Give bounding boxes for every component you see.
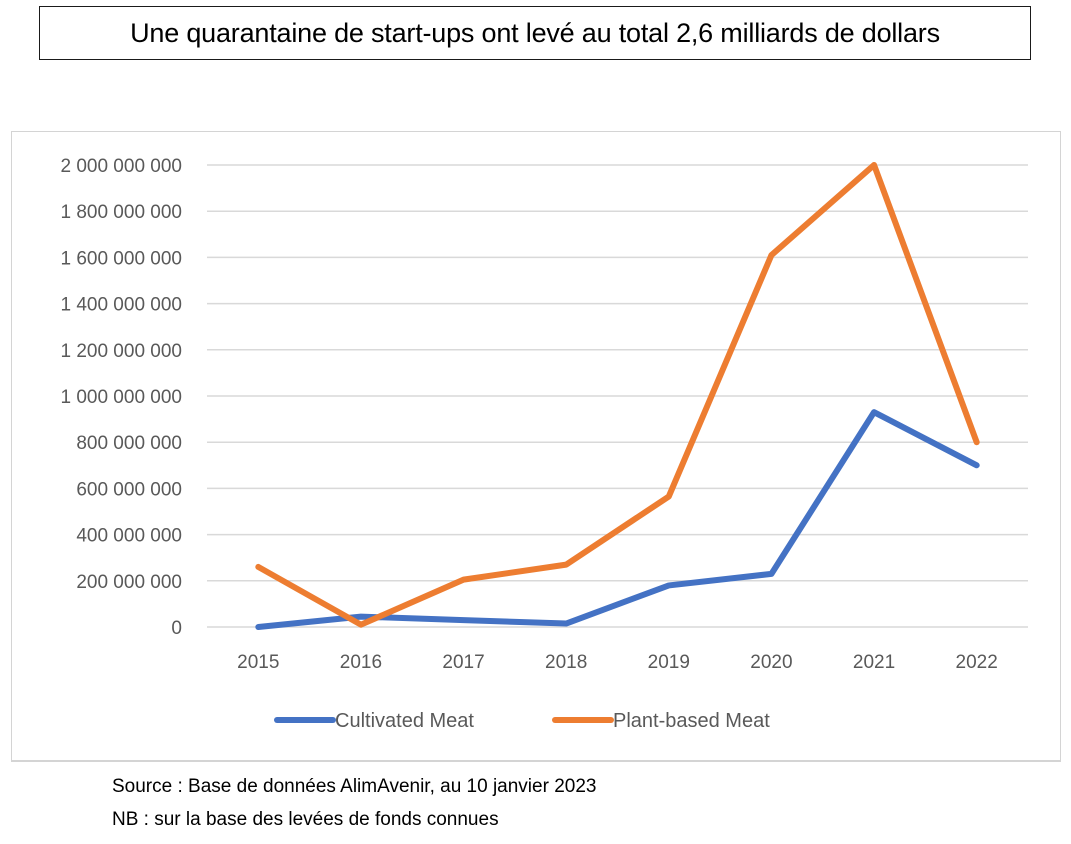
y-tick-label: 1 400 000 000 — [60, 295, 182, 316]
y-axis-tick-labels: 0 200 000 000 400 000 000 600 000 000 800 00… — [60, 156, 182, 639]
x-tick-label: 2015 — [237, 652, 279, 673]
y-tick-label: 1 800 000 000 — [60, 202, 182, 223]
x-tick-label: 2020 — [750, 652, 792, 673]
x-tick-label: 2021 — [853, 652, 895, 673]
y-tick-label: 0 — [171, 618, 182, 639]
series-lines — [255, 162, 980, 630]
gridlines — [207, 164, 1028, 628]
y-tick-label: 800 000 000 — [76, 433, 182, 454]
legend-label: Plant-based Meat — [613, 710, 770, 732]
legend: Cultivated Meat Plant-based Meat — [274, 710, 770, 732]
chart-headline: Une quarantaine de start-ups ont levé au… — [39, 6, 1031, 60]
x-tick-label: 2018 — [545, 652, 587, 673]
source-note: Source : Base de données AlimAvenir, au … — [112, 776, 597, 797]
y-tick-label: 2 000 000 000 — [60, 156, 182, 177]
legend-label: Cultivated Meat — [335, 710, 474, 732]
series-line-cultivated-meat — [255, 409, 980, 630]
x-tick-label: 2019 — [648, 652, 690, 673]
y-tick-label: 1 200 000 000 — [60, 341, 182, 362]
y-tick-label: 200 000 000 — [76, 572, 182, 593]
y-tick-label: 400 000 000 — [76, 526, 182, 547]
y-tick-label: 1 000 000 000 — [60, 387, 182, 408]
nb-note: NB : sur la base des levées de fonds con… — [112, 809, 499, 830]
series-line-plant-based-meat — [255, 162, 980, 628]
y-tick-label: 600 000 000 — [76, 479, 182, 500]
y-tick-label: 1 600 000 000 — [60, 248, 182, 269]
chart-frame — [11, 131, 1061, 762]
x-tick-label: 2022 — [956, 652, 998, 673]
x-axis-tick-labels: 2015 2016 2017 2018 2019 2020 2021 2022 — [237, 652, 998, 673]
x-tick-label: 2017 — [442, 652, 484, 673]
x-tick-label: 2016 — [340, 652, 382, 673]
